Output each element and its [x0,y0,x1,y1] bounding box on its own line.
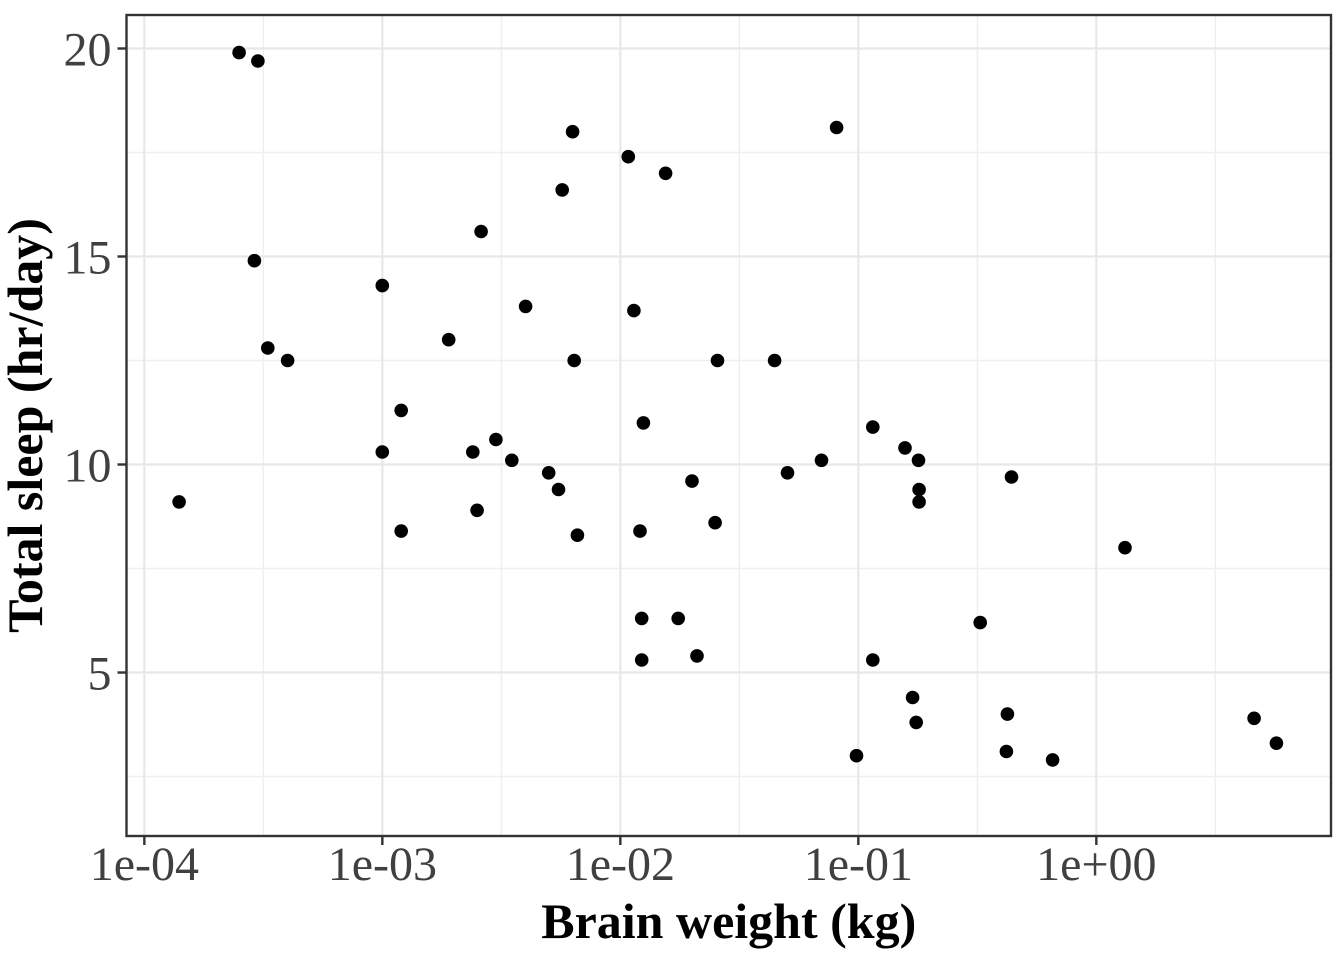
data-point [633,524,647,538]
data-point [849,748,864,763]
data-point [634,611,649,626]
data-point [518,299,533,314]
data-point [251,54,265,68]
data-point [912,495,926,509]
data-point [710,353,725,368]
y-tick-label: 15 [64,231,112,284]
data-point [690,649,704,663]
data-points [172,45,1284,767]
data-point [1000,707,1015,721]
y-tick-label: 20 [64,23,112,76]
data-point [505,453,519,468]
data-point [912,482,926,497]
data-point [658,166,673,181]
y-axis-title: Total sleep (hr/day) [0,218,53,633]
data-point [1045,753,1060,767]
data-point [671,611,685,626]
data-point [634,653,649,667]
data-point [898,441,912,455]
major-gridlines [126,15,1331,836]
x-tick-label: 1e-03 [328,838,437,891]
data-point [866,420,880,434]
x-tick-label: 1e+00 [1036,838,1156,891]
data-point [470,503,484,518]
x-tick-label: 1e-01 [804,838,913,891]
y-tick-label: 10 [64,440,112,493]
data-point [541,466,556,480]
data-point [1247,711,1261,726]
data-point [780,466,795,480]
x-axis-title: Brain weight (kg) [541,893,916,949]
data-point [814,453,829,468]
y-tick-label: 5 [88,648,112,701]
data-point [905,690,920,705]
data-point [627,303,641,318]
data-point [261,341,275,355]
data-point [375,445,390,459]
data-point [911,453,926,468]
axis-tick-labels: 1e-04 1e-03 1e-02 1e-01 1e+00 5 10 15 20 [64,23,1157,891]
data-point [247,253,262,268]
data-point [375,278,390,293]
data-point [466,445,480,459]
data-point [565,124,580,139]
data-point [621,149,636,164]
data-point [394,524,409,538]
data-point [567,353,581,368]
data-point [394,403,409,418]
data-point [172,495,186,509]
data-point [280,353,295,368]
data-point [232,45,246,60]
data-point [441,332,456,347]
data-point [570,528,585,542]
data-point [829,120,844,135]
data-point [489,432,503,447]
data-point [551,482,566,497]
data-point [474,224,488,239]
data-point [909,715,923,730]
data-point [685,474,699,488]
data-point [973,615,987,630]
data-point [555,183,569,197]
data-point [999,744,1014,759]
data-point [767,353,782,368]
minor-gridlines [126,15,1331,836]
data-point [636,416,651,430]
data-point [1269,736,1284,750]
x-tick-label: 1e-02 [566,838,675,891]
data-point [1004,470,1019,484]
data-point [866,653,880,667]
axis-ticks [117,47,1098,845]
x-tick-label: 1e-04 [90,838,199,891]
data-point [708,515,722,530]
data-point [1118,540,1132,555]
plot-panel-border [125,13,1333,838]
